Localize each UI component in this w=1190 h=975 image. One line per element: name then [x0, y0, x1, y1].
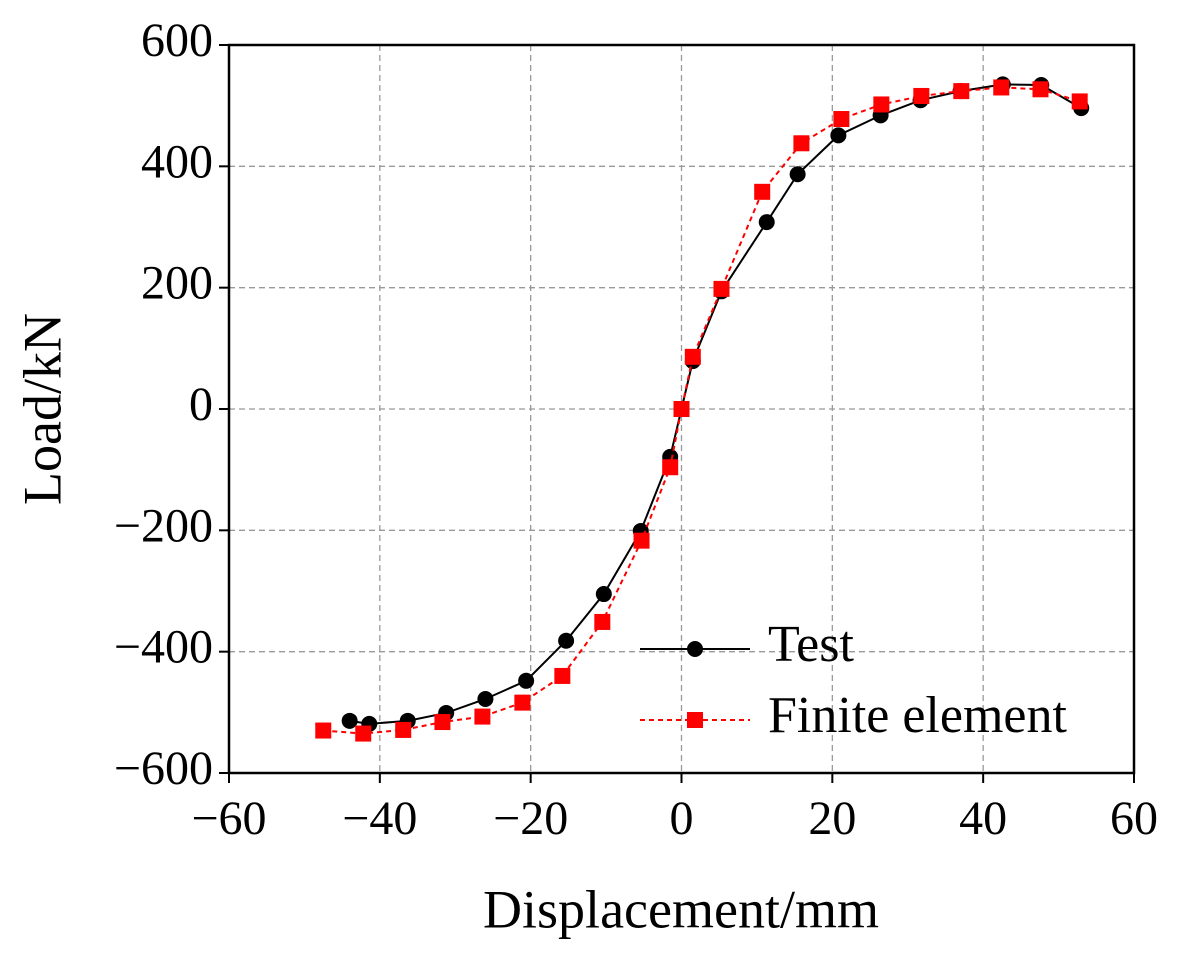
x-tick-label: −40	[342, 792, 417, 845]
y-tick-label: −400	[114, 621, 213, 674]
data-point	[595, 586, 612, 603]
plot-frame	[227, 43, 1136, 775]
data-point	[514, 694, 531, 711]
data-point	[434, 714, 451, 731]
data-point	[1071, 93, 1088, 110]
data-point	[754, 183, 771, 200]
data-point	[554, 667, 571, 684]
data-point	[758, 214, 775, 231]
data-point	[474, 708, 491, 725]
data-point	[594, 613, 611, 630]
x-tick-label: 0	[670, 792, 694, 845]
data-point	[789, 166, 806, 183]
data-point	[713, 280, 730, 297]
y-tick-label: 600	[141, 14, 213, 67]
x-tick-label: 60	[1110, 792, 1158, 845]
x-tick-label: −60	[191, 792, 266, 845]
x-axis-title: Displacement/mm	[483, 879, 879, 939]
data-point	[341, 712, 358, 729]
data-point	[793, 135, 810, 152]
x-tick-label: 40	[959, 792, 1007, 845]
data-point	[315, 722, 332, 739]
data-point	[633, 532, 650, 549]
data-point	[662, 459, 679, 476]
data-point	[355, 725, 372, 742]
y-tick-label: 200	[141, 257, 213, 310]
legend-marker	[687, 641, 703, 657]
y-axis-title: Load/kN	[12, 313, 72, 505]
series-line	[349, 83, 1082, 725]
data-point	[873, 96, 890, 113]
x-tick-label: −20	[493, 792, 568, 845]
y-tick-label: −600	[114, 742, 213, 795]
data-point	[673, 401, 690, 417]
y-tick-label: −200	[114, 499, 213, 552]
data-point	[953, 83, 970, 100]
data-point	[477, 690, 494, 707]
series-line	[323, 86, 1080, 735]
data-point	[830, 127, 847, 144]
data-point	[558, 632, 575, 649]
x-tick-label: 20	[808, 792, 856, 845]
data-point	[993, 79, 1010, 96]
data-point	[1032, 81, 1049, 98]
legend-label: Finite element	[768, 687, 1067, 744]
legend-label: Test	[768, 616, 854, 673]
y-tick-label: 400	[141, 135, 213, 188]
data-point	[395, 721, 412, 738]
y-tick-label: 0	[189, 378, 213, 431]
data-point	[833, 111, 850, 128]
data-point	[913, 87, 930, 104]
legend-marker	[687, 712, 703, 728]
data-point	[518, 672, 535, 689]
data-point	[684, 348, 701, 365]
